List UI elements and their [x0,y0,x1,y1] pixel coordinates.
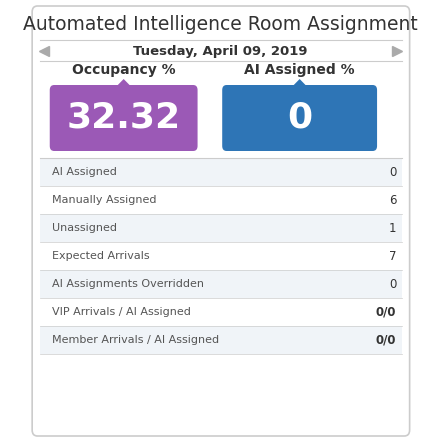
Text: Automated Intelligence Room Assignment: Automated Intelligence Room Assignment [23,15,418,34]
Text: 1: 1 [389,221,396,235]
Text: AI Assigned %: AI Assigned % [244,63,355,77]
FancyBboxPatch shape [50,85,198,151]
Text: Manually Assigned: Manually Assigned [52,195,156,205]
Bar [40,270,402,298]
Polygon shape [115,79,132,88]
Text: 6: 6 [389,194,396,206]
Bar [40,298,402,326]
Bar [40,186,402,214]
Text: AI Assigned: AI Assigned [52,167,116,177]
Text: Member Arrivals / AI Assigned: Member Arrivals / AI Assigned [52,335,219,345]
FancyBboxPatch shape [32,6,410,436]
Bar [40,214,402,242]
Text: 0: 0 [287,101,312,135]
Text: 0: 0 [389,165,396,179]
Polygon shape [291,79,308,88]
Bar [40,158,402,186]
Bar [40,326,402,354]
Text: Unassigned: Unassigned [52,223,116,233]
Text: 0/0: 0/0 [376,305,396,319]
Text: Expected Arrivals: Expected Arrivals [52,251,149,261]
Text: 0/0: 0/0 [376,334,396,347]
Text: VIP Arrivals / AI Assigned: VIP Arrivals / AI Assigned [52,307,191,317]
Text: 32.32: 32.32 [67,101,181,135]
Bar [40,242,402,270]
FancyBboxPatch shape [222,85,377,151]
Text: 7: 7 [389,249,396,263]
Text: Occupancy %: Occupancy % [72,63,176,77]
Text: Tuesday, April 09, 2019: Tuesday, April 09, 2019 [133,45,308,57]
Text: 0: 0 [389,278,396,290]
Text: AI Assignments Overridden: AI Assignments Overridden [52,279,203,289]
